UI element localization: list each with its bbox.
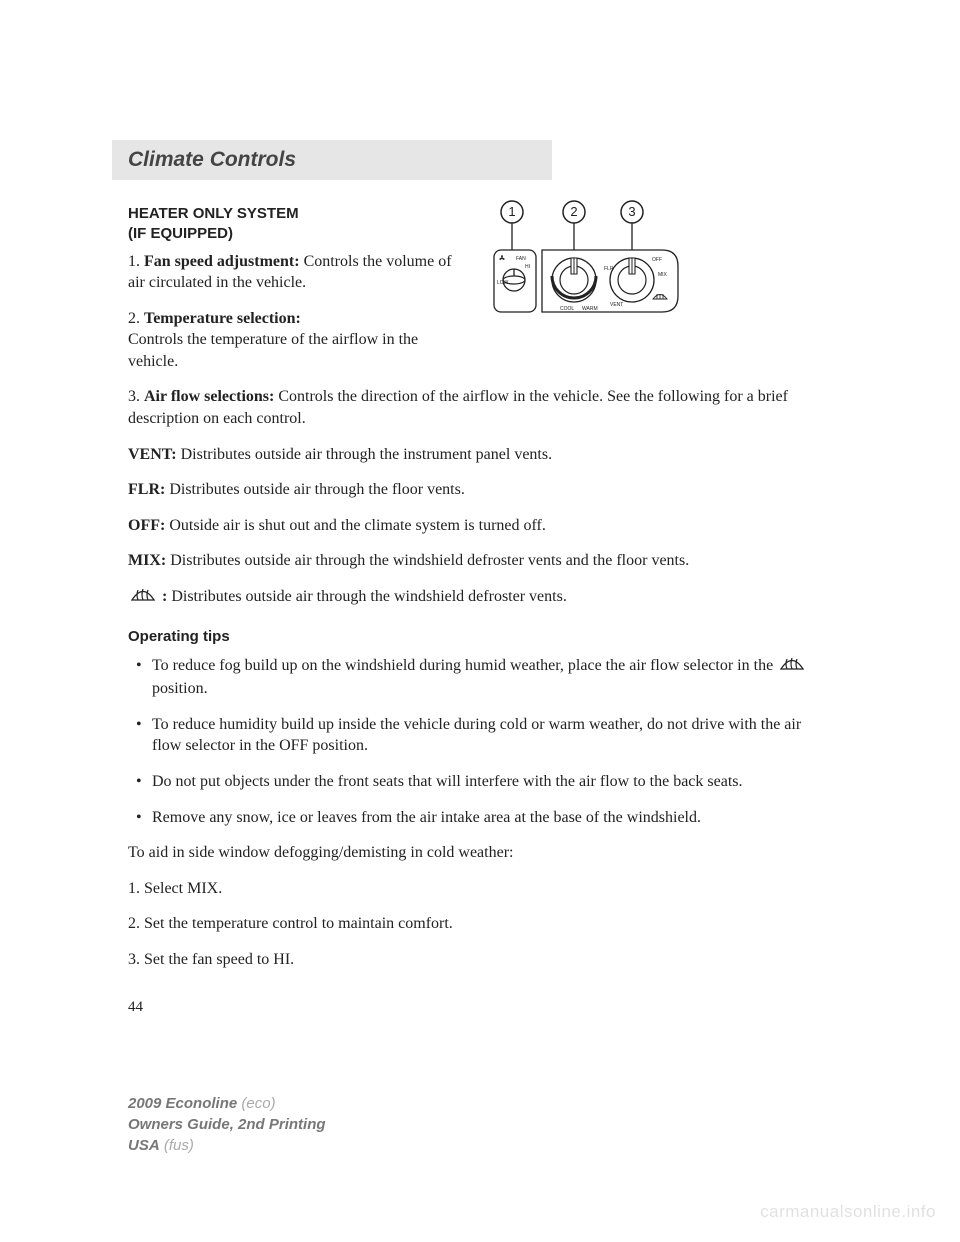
- section-header: Climate Controls: [128, 148, 832, 172]
- page-number: 44: [128, 999, 832, 1016]
- mode-mix-text: Distributes outside air through the wind…: [166, 552, 689, 569]
- system-title-line2: (IF EQUIPPED): [128, 225, 233, 242]
- tip-1: To reduce fog build up on the windshield…: [128, 655, 832, 700]
- footer-line-1: 2009 Econoline (eco): [128, 1093, 326, 1114]
- footer-line-3: USA (fus): [128, 1135, 326, 1156]
- header-title: Climate Controls: [128, 148, 832, 172]
- mode-vent-bold: VENT:: [128, 446, 177, 463]
- item-2-bold: Temperature selection:: [144, 310, 301, 327]
- tip-1-pre: To reduce fog build up on the windshield…: [152, 657, 777, 674]
- tip-3: Do not put objects under the front seats…: [128, 771, 832, 793]
- footer-line-2: Owners Guide, 2nd Printing: [128, 1114, 326, 1135]
- footer-region-code: (fus): [160, 1137, 194, 1154]
- item-1: 1. Fan speed adjustment: Controls the vo…: [128, 251, 468, 294]
- label-flr: FLR: [604, 266, 614, 272]
- mode-off-bold: OFF:: [128, 517, 165, 534]
- defog-step-1: 1. Select MIX.: [128, 878, 832, 900]
- defog-step-2: 2. Set the temperature control to mainta…: [128, 913, 832, 935]
- mode-defrost: : Distributes outside air through the wi…: [128, 586, 832, 610]
- label-cool: COOL: [560, 306, 574, 312]
- item-2-num: 2.: [128, 310, 140, 327]
- tip-1-post: position.: [152, 680, 208, 697]
- callout-1: 1: [508, 204, 515, 219]
- tips-list: To reduce fog build up on the windshield…: [128, 655, 832, 829]
- item-2-text: Controls the temperature of the airflow …: [128, 331, 418, 370]
- label-fan: FAN: [516, 256, 526, 262]
- footer-region: USA: [128, 1137, 160, 1154]
- footer-model-code: (eco): [237, 1095, 275, 1112]
- defrost-icon-inline: [779, 656, 805, 679]
- label-low: LOW: [497, 280, 509, 286]
- mode-mix: MIX: Distributes outside air through the…: [128, 550, 832, 572]
- defog-intro: To aid in side window defogging/demistin…: [128, 842, 832, 864]
- tip-2: To reduce humidity build up inside the v…: [128, 714, 832, 757]
- label-off: OFF: [652, 257, 662, 263]
- defrost-text: Distributes outside air through the wind…: [167, 588, 566, 605]
- footer-model: 2009 Econoline: [128, 1095, 237, 1112]
- mode-flr-text: Distributes outside air through the floo…: [165, 481, 465, 498]
- item-1-num: 1.: [128, 253, 140, 270]
- mode-off-text: Outside air is shut out and the climate …: [165, 517, 546, 534]
- label-warm: WARM: [582, 306, 598, 312]
- mode-flr-bold: FLR:: [128, 481, 165, 498]
- mode-mix-bold: MIX:: [128, 552, 166, 569]
- item-1-bold: Fan speed adjustment:: [144, 253, 300, 270]
- item-3-num: 3.: [128, 388, 140, 405]
- label-hi: HI: [525, 264, 530, 270]
- item-2: 2. Temperature selection: Controls the t…: [128, 308, 468, 373]
- defrost-icon: [130, 587, 156, 610]
- control-diagram: 1 2 3 FAN HI LOW: [492, 198, 832, 333]
- defog-step-3: 3. Set the fan speed to HI.: [128, 949, 832, 971]
- tips-heading: Operating tips: [128, 628, 832, 645]
- item-3-bold: Air flow selections:: [144, 388, 274, 405]
- watermark: carmanualsonline.info: [760, 1202, 936, 1222]
- system-title: HEATER ONLY SYSTEM (IF EQUIPPED): [128, 204, 468, 245]
- mode-flr: FLR: Distributes outside air through the…: [128, 479, 832, 501]
- system-title-line1: HEATER ONLY SYSTEM: [128, 205, 299, 222]
- label-vent: VENT: [610, 302, 623, 308]
- tip-4: Remove any snow, ice or leaves from the …: [128, 807, 832, 829]
- footer: 2009 Econoline (eco) Owners Guide, 2nd P…: [128, 1093, 326, 1156]
- callout-3: 3: [628, 204, 635, 219]
- mode-off: OFF: Outside air is shut out and the cli…: [128, 515, 832, 537]
- mode-vent: VENT: Distributes outside air through th…: [128, 444, 832, 466]
- mode-vent-text: Distributes outside air through the inst…: [177, 446, 553, 463]
- label-mix: MIX: [658, 272, 668, 278]
- item-3: 3. Air flow selections: Controls the dir…: [128, 386, 832, 429]
- callout-2: 2: [570, 204, 577, 219]
